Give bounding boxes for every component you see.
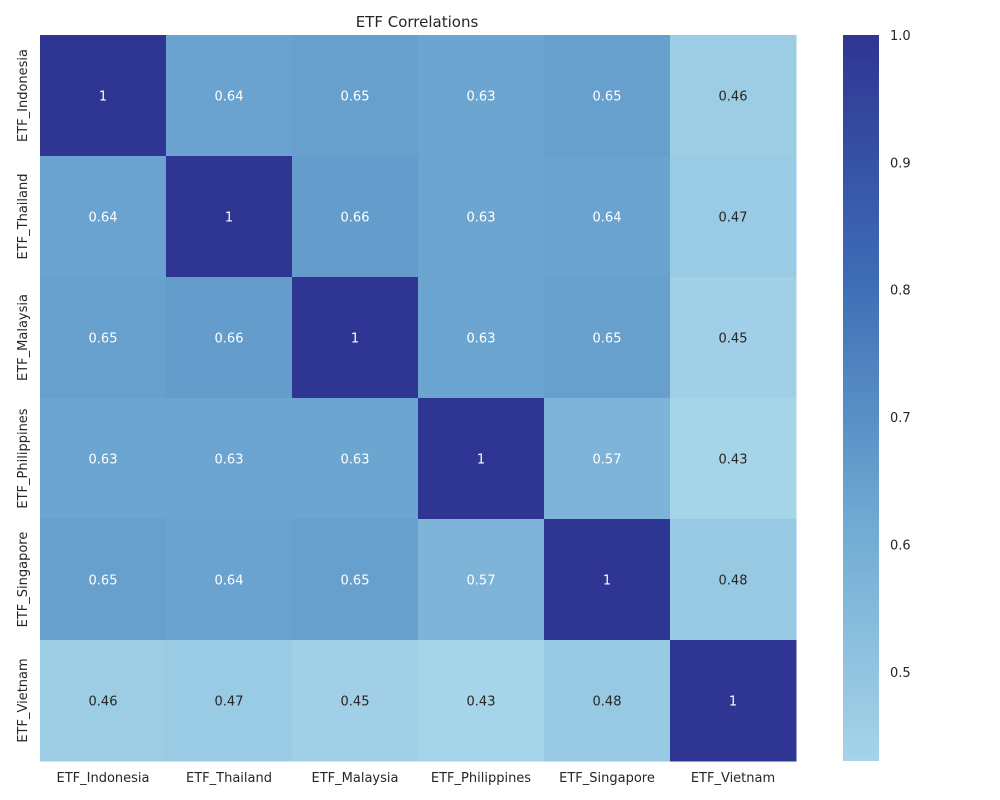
colorbar-tick-label: 0.7: [890, 411, 911, 426]
heatmap-cell: [166, 35, 293, 157]
cell-value-label: 0.43: [467, 695, 496, 710]
cell-value-label: 0.64: [215, 90, 244, 105]
heatmap-cell: [418, 519, 545, 641]
heatmap-cell: [544, 156, 671, 278]
cell-value-label: 1: [603, 574, 611, 589]
y-tick-label: ETF_Singapore: [16, 532, 31, 628]
colorbar-tick-label: 1.0: [890, 29, 911, 44]
colorbar-tick-label: 0.9: [890, 156, 911, 171]
cell-value-label: 0.63: [341, 453, 370, 468]
heatmap-cell: [40, 398, 167, 520]
cell-value-label: 0.66: [215, 332, 244, 347]
cell-value-label: 1: [351, 332, 359, 347]
cell-value-label: 0.46: [89, 695, 118, 710]
cell-value-label: 0.63: [467, 211, 496, 226]
heatmap-cell: [670, 277, 797, 399]
cell-value-label: 0.47: [215, 695, 244, 710]
y-tick-label: ETF_Malaysia: [16, 294, 31, 381]
x-tick-label: ETF_Singapore: [559, 771, 655, 786]
cell-value-label: 0.48: [719, 574, 748, 589]
heatmap-cell: [544, 35, 671, 157]
heatmap-cell: [544, 277, 671, 399]
heatmap-cell: [544, 519, 671, 641]
heatmap-cell: [40, 35, 167, 157]
x-tick-label: ETF_Malaysia: [312, 771, 399, 786]
heatmap-cell: [40, 277, 167, 399]
heatmap-cell: [418, 640, 545, 762]
cell-value-label: 0.43: [719, 453, 748, 468]
cell-value-label: 0.64: [89, 211, 118, 226]
heatmap-cell: [166, 156, 293, 278]
cell-value-label: 0.66: [341, 211, 370, 226]
cell-value-label: 0.46: [719, 90, 748, 105]
colorbar: [843, 35, 879, 761]
x-axis-tick-labels: ETF_Indonesia ETF_Thailand ETF_Malaysia ETF…: [57, 771, 776, 786]
cell-value-label: 0.63: [467, 332, 496, 347]
heatmap-cell: [544, 398, 671, 520]
cell-value-label: 0.47: [719, 211, 748, 226]
heatmap-cell: [670, 156, 797, 278]
cell-value-label: 0.64: [593, 211, 622, 226]
cell-value-label: 0.65: [593, 90, 622, 105]
heatmap-cell: [292, 277, 419, 399]
cell-value-label: 1: [225, 211, 233, 226]
cell-value-label: 1: [729, 695, 737, 710]
cell-value-label: 0.57: [593, 453, 622, 468]
x-tick-label: ETF_Vietnam: [691, 771, 775, 786]
heatmap-cell: [166, 277, 293, 399]
cell-value-label: 1: [99, 90, 107, 105]
cell-value-label: 0.65: [593, 332, 622, 347]
heatmap-cell: [670, 519, 797, 641]
cell-value-label: 0.63: [467, 90, 496, 105]
y-tick-label: ETF_Vietnam: [16, 658, 31, 742]
heatmap-cell: [670, 640, 797, 762]
y-axis-tick-labels: ETF_Indonesia ETF_Thailand ETF_Malaysia ETF…: [16, 49, 31, 743]
cell-value-label: 0.48: [593, 695, 622, 710]
cell-value-label: 1: [477, 453, 485, 468]
colorbar-tick-label: 0.5: [890, 666, 911, 681]
heatmap-cell: [40, 640, 167, 762]
heatmap-cell: [292, 35, 419, 157]
cell-value-label: 0.57: [467, 574, 496, 589]
chart-title: ETF Correlations: [356, 13, 479, 31]
y-tick-label: ETF_Philippines: [16, 408, 31, 508]
cell-value-label: 0.65: [89, 574, 118, 589]
y-tick-label: ETF_Thailand: [16, 174, 31, 260]
heatmap-cell: [418, 277, 545, 399]
colorbar-tick-label: 0.6: [890, 538, 911, 553]
heatmap-cells: 1 0.64 0.65 0.63 0.65 0.46 0.64 1 0.66 0.63 0.64 0.…: [40, 35, 797, 762]
colorbar-tick-label: 0.8: [890, 284, 911, 299]
heatmap-cell: [292, 156, 419, 278]
x-tick-label: ETF_Indonesia: [57, 771, 150, 786]
y-tick-label: ETF_Indonesia: [16, 49, 31, 142]
heatmap-cell: [670, 398, 797, 520]
cell-value-label: 0.65: [341, 90, 370, 105]
cell-value-label: 0.63: [215, 453, 244, 468]
x-tick-label: ETF_Thailand: [186, 771, 272, 786]
heatmap-cell: [418, 398, 545, 520]
heatmap-cell: [292, 519, 419, 641]
heatmap-cell: [418, 35, 545, 157]
heatmap-cell: [40, 156, 167, 278]
cell-value-label: 0.45: [719, 332, 748, 347]
heatmap-cell: [670, 35, 797, 157]
heatmap-cell: [544, 640, 671, 762]
cell-value-label: 0.64: [215, 574, 244, 589]
cell-value-label: 0.65: [341, 574, 370, 589]
heatmap-cell: [40, 519, 167, 641]
heatmap-cell: [166, 398, 293, 520]
heatmap-cell: [166, 519, 293, 641]
x-tick-label: ETF_Philippines: [431, 771, 531, 786]
colorbar-tick-labels: 0.5 0.6 0.7 0.8 0.9 1.0: [890, 29, 911, 681]
cell-value-label: 0.65: [89, 332, 118, 347]
heatmap-cell: [418, 156, 545, 278]
heatmap-cell: [292, 398, 419, 520]
heatmap-cell: [166, 640, 293, 762]
cell-value-label: 0.45: [341, 695, 370, 710]
heatmap-cell: [292, 640, 419, 762]
cell-value-label: 0.63: [89, 453, 118, 468]
